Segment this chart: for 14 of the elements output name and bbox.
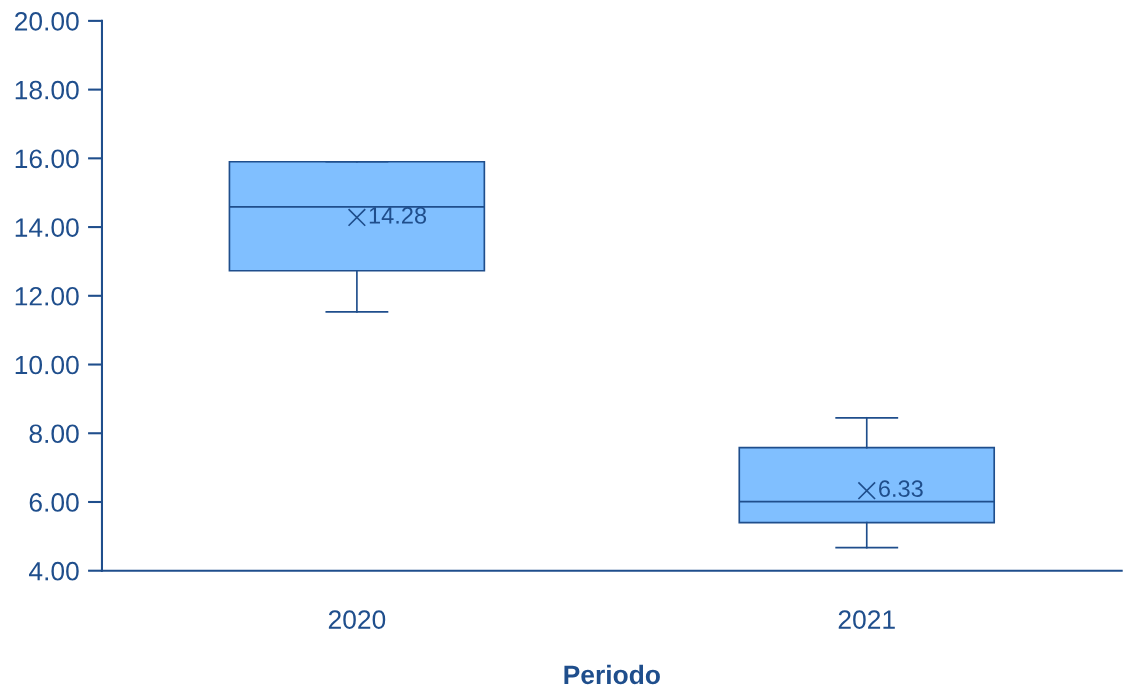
x-tick-label: 2021 (838, 610, 895, 629)
y-tick-label: 18.00 (15, 80, 79, 100)
annotation: 6.33 (879, 480, 923, 497)
y-tick-label: 10.00 (15, 355, 79, 375)
y-tick-label: 20.00 (15, 12, 79, 31)
y-tick-label: 16.00 (15, 149, 79, 169)
y-tick-label: 8.00 (29, 424, 79, 444)
y-tick-label: 12.00 (15, 286, 79, 306)
x-tick-label: 2020 (328, 610, 386, 629)
y-tick-label: 6.00 (29, 493, 79, 512)
y-tick-label: 14.00 (15, 218, 79, 237)
y-tick-label: 4.00 (29, 561, 79, 581)
annotation: 14.28 (369, 207, 427, 224)
x-axis-title: Periodo (564, 664, 660, 685)
